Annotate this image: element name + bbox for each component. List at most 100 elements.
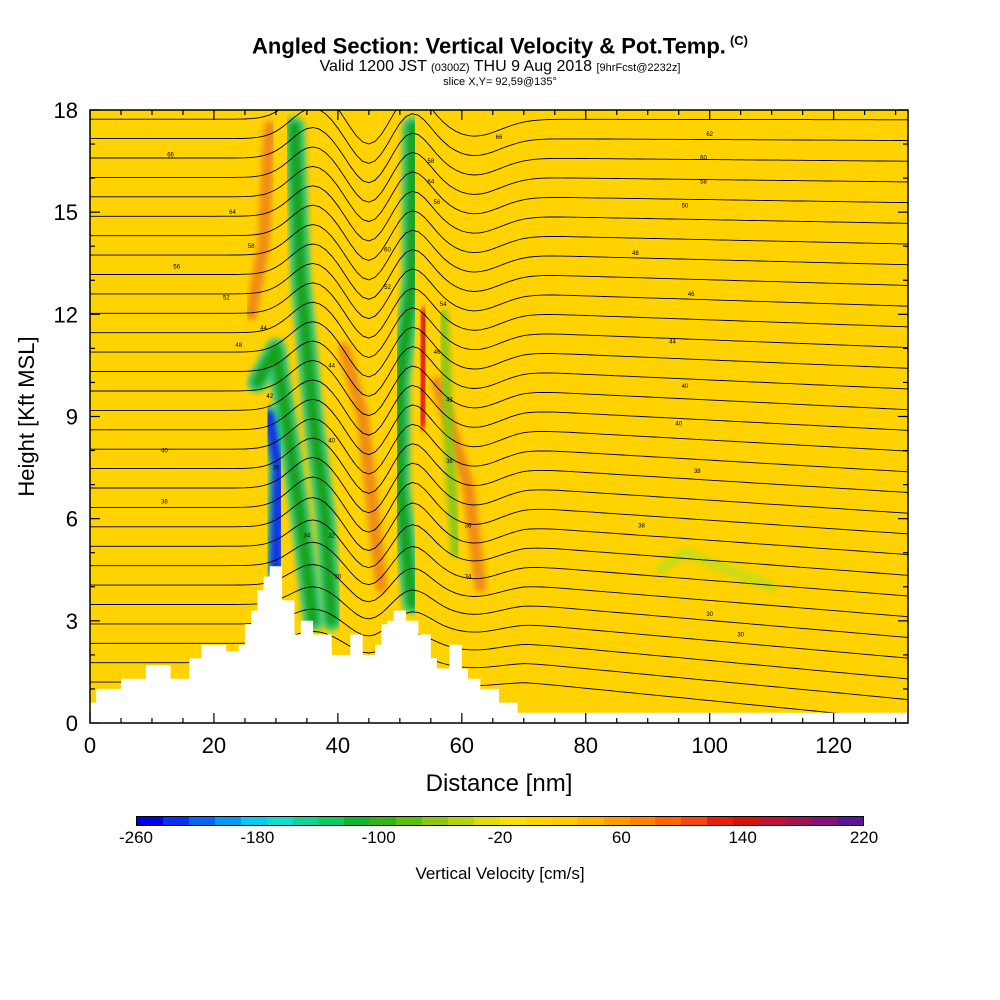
chart-title-block: Angled Section: Vertical Velocity & Pot.… (0, 34, 1000, 88)
theta-label-21: 42 (266, 394, 273, 400)
velocity-downdraft-7 (289, 122, 337, 626)
theta-contour-29 (90, 110, 908, 145)
colorbar-swatch (759, 817, 786, 825)
theta-label-10: 58 (700, 180, 707, 186)
theta-label-40: 56 (434, 200, 441, 206)
colorbar-swatch (448, 817, 474, 825)
theta-label-18: 52 (223, 295, 230, 301)
colorbar-swatch (810, 817, 837, 825)
velocity-downdraft-5 (263, 410, 285, 576)
colorbar-swatch (603, 817, 630, 825)
theta-contour-8 (90, 497, 908, 556)
theta-label-24: 36 (273, 466, 280, 472)
theta-contour-16 (90, 340, 908, 397)
theta-label-34: 42 (446, 397, 453, 403)
theta-contour-3 (90, 608, 908, 659)
colorbar-swatch (344, 817, 371, 825)
theta-contour-23 (90, 204, 908, 261)
theta-label-11: 60 (700, 156, 707, 162)
x-tick-label: 60 (450, 733, 474, 758)
theta-label-37: 34 (465, 575, 472, 581)
theta-label-2: 38 (638, 523, 645, 529)
theta-contour-4 (90, 586, 908, 638)
y-tick-label: 15 (54, 200, 78, 225)
theta-contour-21 (90, 243, 908, 300)
theta-label-33: 46 (434, 350, 441, 356)
colorbar-tick-label: -20 (487, 828, 513, 847)
terrain (90, 566, 908, 723)
theta-label-14: 66 (167, 152, 174, 158)
theta-contour-6 (90, 541, 908, 597)
y-tick-label: 9 (66, 405, 78, 430)
title-unit: (C) (729, 33, 748, 48)
theta-label-38: 64 (427, 180, 434, 186)
colorbar-swatch (318, 817, 345, 825)
colorbar-swatch (240, 817, 267, 825)
theta-contour-18 (90, 301, 908, 358)
theta-label-3: 38 (694, 469, 701, 475)
theta-label-0: 30 (706, 612, 713, 618)
colorbar-ticks: -260 -180 -100 -20 60 140 220 (119, 828, 878, 852)
x-tick-label: 120 (815, 733, 852, 758)
theta-label-19: 48 (235, 343, 242, 349)
colorbar-swatch (733, 817, 760, 825)
theta-label-30: 60 (384, 248, 391, 254)
x-tick-label: 100 (691, 733, 728, 758)
y-tick-label: 0 (66, 711, 78, 736)
theta-contour-14 (90, 379, 908, 436)
theta-label-32: 54 (440, 302, 447, 308)
colorbar-swatch (396, 817, 423, 825)
colorbar-swatch (681, 817, 708, 825)
colorbar-tick-label: -180 (240, 828, 275, 847)
theta-label-1: 30 (737, 632, 744, 638)
colorbar-swatch (499, 817, 526, 825)
colorbar-swatch (577, 817, 604, 825)
x-axis-label: Distance [nm] (426, 770, 573, 797)
colorbar-swatch (551, 817, 578, 825)
theta-label-28: 40 (328, 438, 335, 444)
theta-label-31: 52 (384, 285, 391, 291)
colorbar-tick-label: -100 (361, 828, 396, 847)
x-tick-label: 40 (326, 733, 350, 758)
velocity-downdraft-10 (655, 547, 777, 592)
theta-label-26: 32 (328, 534, 335, 540)
colorbar-swatch (214, 817, 241, 825)
colorbar-swatch (370, 817, 397, 825)
x-tick-label: 0 (84, 733, 96, 758)
colorbar-swatch (525, 817, 552, 825)
theta-contour-19 (90, 282, 908, 339)
colorbar-swatch (137, 817, 163, 825)
theta-label-39: 58 (427, 159, 434, 165)
utc-time: (0300Z) (431, 62, 470, 75)
theta-label-4: 40 (675, 421, 682, 427)
colorbar-swatch (292, 817, 319, 825)
colorbar-swatch (707, 817, 734, 825)
theta-label-5: 40 (682, 384, 689, 390)
title-text: Angled Section: Vertical Velocity & Pot.… (252, 33, 726, 59)
colorbar-swatch (162, 817, 189, 825)
colorbar-swatch (785, 817, 811, 825)
theta-label-6: 44 (669, 340, 676, 346)
theta-label-12: 62 (706, 132, 713, 138)
theta-label-35: 38 (446, 459, 453, 465)
theta-contour-10 (90, 457, 908, 514)
colorbar-tick-label: -260 (118, 828, 154, 847)
y-axis-label: Height [Kft MSL] (14, 336, 39, 496)
colorbar-swatch (629, 817, 656, 825)
theta-contour-22 (90, 224, 908, 281)
colorbar-swatch (266, 817, 293, 825)
colorbar-label: Vertical Velocity [cm/s] (415, 864, 585, 883)
y-tick-label: 12 (54, 302, 78, 327)
chart-subtitle: Valid 1200 JST (0300Z) THU 9 Aug 2018 [9… (0, 59, 1000, 75)
theta-contour-24 (90, 185, 908, 242)
velocity-downdraft-8 (394, 122, 418, 609)
colorbar-swatch (655, 817, 682, 825)
axis-ticks (89, 109, 908, 724)
colorbar-tick-label: 140 (728, 828, 757, 847)
colorbar-swatch (188, 817, 215, 825)
y-tick-label: 18 (54, 98, 78, 123)
colorbar-swatch (473, 817, 500, 825)
x-tick-label: 80 (574, 733, 598, 758)
